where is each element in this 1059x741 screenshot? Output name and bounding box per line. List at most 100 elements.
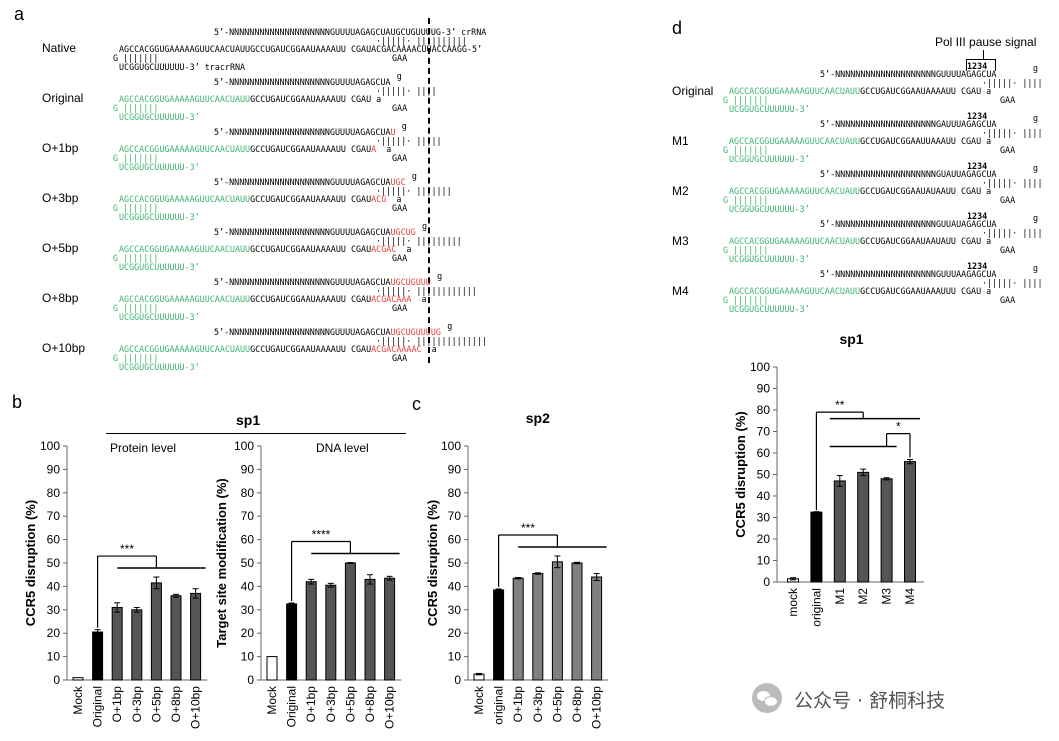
panel-b-label: b <box>12 392 23 412</box>
bar <box>512 577 524 681</box>
x-tick-label: O+8bp <box>363 686 377 723</box>
extension-top: UGCUGUUU <box>390 277 431 287</box>
x-tick-label: original <box>809 588 823 627</box>
loop-g: g <box>447 321 453 331</box>
y-axis-label: CCR5 disruption (%) <box>733 411 748 537</box>
loop-g: g <box>401 121 407 131</box>
repeat-region: AGCCACGGUGAAAAAGUUCAACUAUU <box>729 286 861 296</box>
significance-label: **** <box>312 528 331 542</box>
y-tick-label: 90 <box>757 382 771 396</box>
seq-text: GCCUGAUCGGAAUAAAAUU CGAU <box>250 294 372 304</box>
tracr-seq: AGCCACGGUGAAAAAGUUCAACUAUUGCCUGAUCGGAAUA… <box>729 187 991 196</box>
x-tick-label: Mock <box>472 685 486 715</box>
y-tick-label: 30 <box>241 603 255 617</box>
bar <box>266 656 278 681</box>
x-tick-label: O+5bp <box>149 686 163 723</box>
seq-text: GCCUGAUCGGAAUAAUAUU CGAU a <box>860 236 992 246</box>
tail-pairs: G ||||||| <box>723 245 769 255</box>
row-label: O+3bp <box>42 191 79 205</box>
crrna-seq: 5’-NNNNNNNNNNNNNNNNNNNNGUAUUAGAGCUA <box>820 169 997 179</box>
y-tick-label: 20 <box>757 532 771 546</box>
loop-g: g <box>411 171 417 181</box>
y-tick-label: 40 <box>757 489 771 503</box>
x-tick-label: Mock <box>265 685 279 715</box>
repeat-region: AGCCACGGUGAAAAAGUUCAACUAUU <box>729 86 861 96</box>
pair-marks: ·|||||· |||||||||| <box>376 36 467 46</box>
seq-text: UCGGUGCUUUUUU-3’ <box>119 62 200 72</box>
y-tick-label: 30 <box>757 511 771 525</box>
panel-d-label: d <box>672 18 683 38</box>
chart-title: sp2 <box>526 410 550 426</box>
seq-text: 5’-NNNNNNNNNNNNNNNNNNNNGUUUUAGAGCUA <box>214 227 391 237</box>
gaa-loop: GAA <box>1000 195 1016 205</box>
panel-b-title-rule <box>106 433 406 434</box>
seq-text: GCCUGAUCGGAAUAAAAUU CGAU <box>250 344 372 354</box>
x-tick-label: mock <box>786 587 800 617</box>
gaa-loop: GAA <box>392 203 408 213</box>
loop-a: a <box>386 194 402 204</box>
x-tick-label: O+1bp <box>511 686 525 723</box>
y-tick-label: 60 <box>241 533 255 547</box>
y-tick-label: 0 <box>53 673 60 687</box>
native-tail-seq: UCGGUGCUUUUUU-3’ tracrRNA <box>119 63 245 72</box>
gaa-loop: GAA <box>1000 295 1016 305</box>
repeat-region: AGCCACGGUGAAAAAGUUCAACUAUU <box>729 236 861 246</box>
x-tick-label: O+8bp <box>169 686 183 723</box>
bar <box>493 589 505 681</box>
loop-g: g <box>1033 113 1039 123</box>
crrna-seq: 5’-NNNNNNNNNNNNNNNNNNNNGUUUUAGAGCUAUGCUG… <box>214 328 441 337</box>
y-axis-label: Target site modification (%) <box>214 478 229 648</box>
y-tick-label: 10 <box>448 650 462 664</box>
loop-a: a <box>411 294 427 304</box>
watermark-text: 公众号 · 舒桐科技 <box>794 690 946 712</box>
row-label: O+5bp <box>42 241 79 255</box>
tail-seq: UCGGUGCUUUUUU-3’ <box>729 304 810 314</box>
y-tick-label: 10 <box>241 650 255 664</box>
tail-seq: UCGGUGCUUUUUU-3’ <box>119 262 200 272</box>
repeat-region: AGCCACGGUGAAAAAGUUCAACUAUU <box>119 294 251 304</box>
y-tick-label: 70 <box>241 509 255 523</box>
tail-pairs: G ||||||| <box>723 195 769 205</box>
significance-label: * <box>896 420 901 434</box>
y-tick-label: 50 <box>241 556 255 570</box>
row-label: M2 <box>672 184 689 198</box>
x-tick-label: O+3bp <box>531 686 545 723</box>
x-tick-label: M4 <box>903 588 917 605</box>
pair-marks: ·|||||· |||| <box>982 228 1043 238</box>
x-tick-label: O+5bp <box>550 686 564 723</box>
seq-text: GCCUGAUCGGAAUAAAAUU CGAU <box>250 144 372 154</box>
crrna-seq: 5’-NNNNNNNNNNNNNNNNNNNNGAUUUAGAGCUA <box>820 119 997 129</box>
gaa-loop: GAA <box>392 253 408 263</box>
wechat-icon <box>752 683 782 713</box>
gaa-loop: GAA <box>392 53 408 63</box>
tracr-seq: AGCCACGGUGAAAAAGUUCAACUAUUGCCUGAUCGGAAUA… <box>119 245 411 254</box>
tracr-seq: AGCCACGGUGAAAAAGUUCAACUAUUGCCUGAUCGGAAUA… <box>119 145 391 154</box>
seq-text: GCCUGAUCGGAAUAAAAUU CGAU <box>250 194 372 204</box>
y-axis-label: CCR5 disruption (%) <box>23 500 38 626</box>
x-tick-label: O+3bp <box>324 686 338 723</box>
extension-bottom: ACGAC <box>371 244 397 254</box>
gaa-loop: GAA <box>392 103 408 113</box>
dna-level-label: DNA level <box>316 441 369 455</box>
crrna-seq: 5’-NNNNNNNNNNNNNNNNNNNNGUUUAAGAGCUA <box>820 269 997 279</box>
tail-pairs: G ||||||| <box>113 153 159 163</box>
chart-title: sp1 <box>839 331 863 347</box>
seq-text: GCCUGAUCGGAAUAAAAUU CGAU <box>250 244 372 254</box>
repeat-region: AGCCACGGUGAAAAAGUUCAACUAUU <box>119 194 251 204</box>
gaa-loop: GAA <box>1000 245 1016 255</box>
tracr-seq: AGCCACGGUGAAAAAGUUCAACUAUUGCCUGAUCGGAAUA… <box>729 237 991 246</box>
y-tick-label: 70 <box>448 509 462 523</box>
loop-a: a <box>376 144 392 154</box>
x-tick-label: O+8bp <box>570 686 584 723</box>
extension-top: U <box>390 127 396 137</box>
x-tick-label: Original <box>285 686 299 727</box>
row-label: M3 <box>672 234 689 248</box>
seq-text: 5’-NNNNNNNNNNNNNNNNNNNNGUUUUAGAGCUA <box>214 177 391 187</box>
gaa-loop: GAA <box>392 303 408 313</box>
gaa-loop: GAA <box>392 153 408 163</box>
y-tick-label: 100 <box>40 439 60 453</box>
repeat-region: AGCCACGGUGAAAAAGUUCAACUAUU <box>119 344 251 354</box>
bar <box>286 603 298 681</box>
y-tick-label: 10 <box>47 650 61 664</box>
pair-marks: ·|||||· |||| <box>982 278 1043 288</box>
